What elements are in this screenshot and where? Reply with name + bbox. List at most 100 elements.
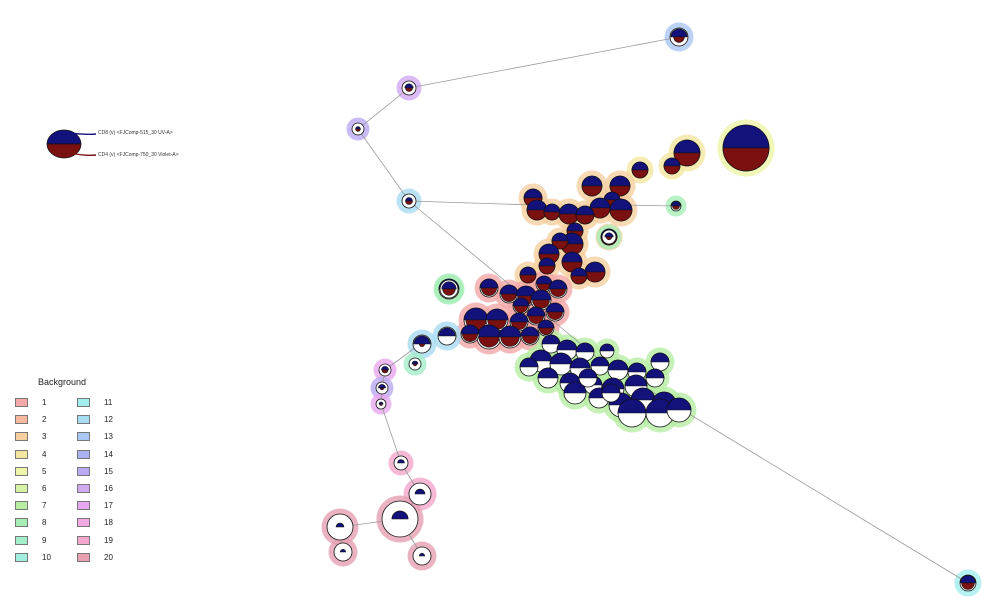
- cd8-segment: [590, 356, 610, 367]
- cd8-segment: [545, 302, 565, 313]
- cd4-segment: [673, 152, 701, 167]
- legend-swatch: [77, 501, 90, 511]
- cd8-segment: [561, 251, 583, 263]
- cd8-segment: [460, 324, 480, 335]
- cd8-segment: [355, 126, 361, 130]
- legend-label: 9: [42, 535, 47, 545]
- legend-label: 7: [42, 501, 47, 511]
- cd8-segment: [569, 357, 591, 369]
- cd8-segment: [404, 83, 414, 89]
- legend-swatch: [15, 415, 28, 425]
- legend-swatch: [77, 552, 90, 562]
- legend-item-15: 15: [77, 466, 113, 476]
- cd4-segment: [663, 165, 681, 175]
- legend-item-4: 4: [15, 449, 47, 459]
- cd8-segment: [526, 306, 546, 317]
- cd8-segment: [581, 175, 603, 187]
- cd8-segment: [509, 312, 529, 323]
- cd8-segment: [512, 297, 530, 307]
- cd8-segment: [537, 319, 555, 329]
- legend-swatch: [15, 501, 28, 511]
- cd8-segment: [627, 362, 647, 373]
- legend-item-2: 2: [15, 415, 46, 425]
- legend-item-20: 20: [77, 552, 113, 562]
- marker-legend-pie: [46, 129, 97, 159]
- cd8-segment: [631, 161, 649, 171]
- legend-item-17: 17: [77, 501, 113, 511]
- cd8-segment: [339, 549, 347, 553]
- legend-swatch: [77, 518, 90, 528]
- cd8-segment: [666, 397, 692, 411]
- cd8-segment: [670, 28, 688, 38]
- cd4-segment: [570, 275, 588, 285]
- cd8-segment: [570, 267, 588, 277]
- cd8-segment: [609, 175, 631, 187]
- cd8-segment: [381, 366, 389, 371]
- cd8-segment: [575, 342, 595, 353]
- cd4-segment: [513, 305, 529, 314]
- legend-item-7: 7: [15, 501, 47, 511]
- cd8-segment: [624, 374, 648, 387]
- legend-swatch: [15, 398, 28, 407]
- legend-item-6: 6: [15, 484, 46, 493]
- legend-item-3: 3: [15, 432, 46, 442]
- cd8-segment: [566, 222, 584, 232]
- cd4-segment: [672, 205, 680, 210]
- cd8-segment: [397, 459, 405, 464]
- legend-item-1: 1: [15, 398, 46, 407]
- legend-item-9: 9: [15, 535, 47, 545]
- legend-item-14: 14: [77, 449, 113, 459]
- legend-label: 16: [104, 484, 113, 493]
- legend-label: 1: [42, 398, 47, 407]
- marker-legend-bottom-label: CD4 (v) <FJComp-750_30 Violet-A>: [98, 152, 179, 158]
- cd8-segment: [438, 327, 456, 337]
- cd4-segment: [547, 311, 563, 320]
- cd4-segment: [355, 128, 361, 132]
- cd4-segment: [379, 387, 385, 391]
- legend-item-10: 10: [15, 552, 51, 562]
- legend-swatch: [77, 449, 90, 459]
- cd8-segment: [530, 289, 552, 301]
- cd4-segment: [605, 236, 613, 241]
- legend-label: 19: [104, 535, 113, 545]
- tree-edge: [357, 87, 410, 130]
- cd8-segment: [537, 367, 559, 379]
- cd4-segment: [405, 87, 413, 92]
- cd8-segment: [418, 553, 426, 557]
- cd8-segment: [575, 205, 595, 216]
- legend-item-12: 12: [77, 415, 113, 425]
- cd8-segment: [599, 343, 615, 352]
- cd8-segment: [673, 139, 701, 154]
- legend-item-5: 5: [15, 466, 46, 476]
- cd8-segment: [378, 384, 386, 389]
- cd4-segment: [673, 36, 685, 43]
- tree-edge: [380, 403, 402, 464]
- cd4-segment: [550, 288, 566, 297]
- cd4-segment: [538, 265, 556, 275]
- legend-leader-top: [69, 132, 97, 136]
- legend-swatch: [77, 415, 90, 425]
- legend-swatch: [77, 466, 90, 476]
- cd8-segment: [960, 575, 976, 584]
- cd4-segment: [538, 327, 554, 336]
- legend-label: 15: [104, 466, 113, 476]
- legend-label: 4: [42, 449, 47, 459]
- legend-swatch: [77, 432, 90, 442]
- cd4-segment: [500, 336, 520, 347]
- cd8-segment: [548, 279, 568, 290]
- cd8-segment: [413, 335, 431, 345]
- cd4-segment: [442, 288, 456, 296]
- cd4-segment: [379, 403, 383, 406]
- cd8-segment: [538, 243, 560, 255]
- cd4-segment: [528, 315, 544, 324]
- cd4-segment: [961, 582, 975, 590]
- cd8-segment: [601, 383, 621, 394]
- cd4-segment: [575, 214, 595, 225]
- legend-swatch: [15, 484, 28, 493]
- legend-item-18: 18: [77, 518, 113, 528]
- legend-swatch: [15, 552, 28, 562]
- cd4-segment: [631, 169, 649, 179]
- cd8-segment: [617, 398, 647, 414]
- legend-swatch: [15, 449, 28, 459]
